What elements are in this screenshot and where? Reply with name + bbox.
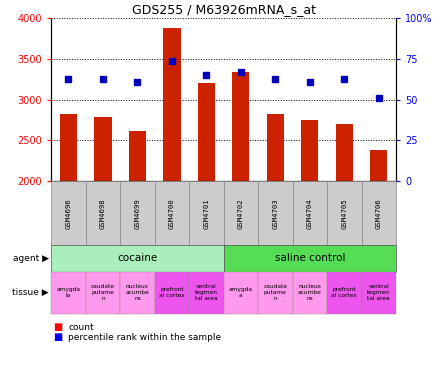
Text: nucleus
acumbe
ns: nucleus acumbe ns	[298, 284, 322, 301]
Text: caudate
putame
n: caudate putame n	[91, 284, 115, 301]
Text: GSM4700: GSM4700	[169, 198, 175, 228]
Text: ventral
tegmen
tal area: ventral tegmen tal area	[368, 284, 390, 301]
Text: GSM4699: GSM4699	[134, 198, 140, 228]
Text: ■: ■	[53, 332, 63, 343]
Text: GSM4705: GSM4705	[341, 198, 347, 228]
Text: GSM4704: GSM4704	[307, 198, 313, 228]
Text: GSM4696: GSM4696	[65, 198, 71, 228]
Text: amygda
a: amygda a	[229, 287, 253, 298]
Text: count: count	[68, 323, 94, 332]
Bar	[163, 28, 181, 181]
Text: ventral
tegmen
tal area: ventral tegmen tal area	[195, 284, 218, 301]
Bar	[301, 120, 319, 181]
Text: caudate
putame
n: caudate putame n	[263, 284, 287, 301]
Text: ■: ■	[53, 322, 63, 332]
Text: GSM4698: GSM4698	[100, 198, 106, 228]
Bar	[370, 150, 388, 181]
Text: prefront
al cortex: prefront al cortex	[159, 287, 185, 298]
Text: nucleus
acumbe
ns: nucleus acumbe ns	[125, 284, 150, 301]
Bar	[94, 117, 112, 181]
Text: amygda
la: amygda la	[57, 287, 81, 298]
Text: GSM4703: GSM4703	[272, 198, 278, 228]
Text: GSM4701: GSM4701	[203, 198, 209, 228]
Bar	[60, 115, 77, 181]
Text: agent ▶: agent ▶	[13, 254, 49, 263]
Text: GSM4706: GSM4706	[376, 198, 382, 228]
Bar	[129, 131, 146, 181]
Text: GSM4702: GSM4702	[238, 198, 244, 228]
Text: cocaine: cocaine	[117, 253, 158, 264]
Text: tissue ▶: tissue ▶	[12, 288, 49, 297]
Text: saline control: saline control	[275, 253, 345, 264]
Title: GDS255 / M63926mRNA_s_at: GDS255 / M63926mRNA_s_at	[132, 3, 316, 16]
Bar	[232, 72, 250, 181]
Bar	[336, 124, 353, 181]
Text: percentile rank within the sample: percentile rank within the sample	[68, 333, 221, 342]
Bar	[267, 115, 284, 181]
Bar	[198, 83, 215, 181]
Text: prefront
al cortex: prefront al cortex	[332, 287, 357, 298]
